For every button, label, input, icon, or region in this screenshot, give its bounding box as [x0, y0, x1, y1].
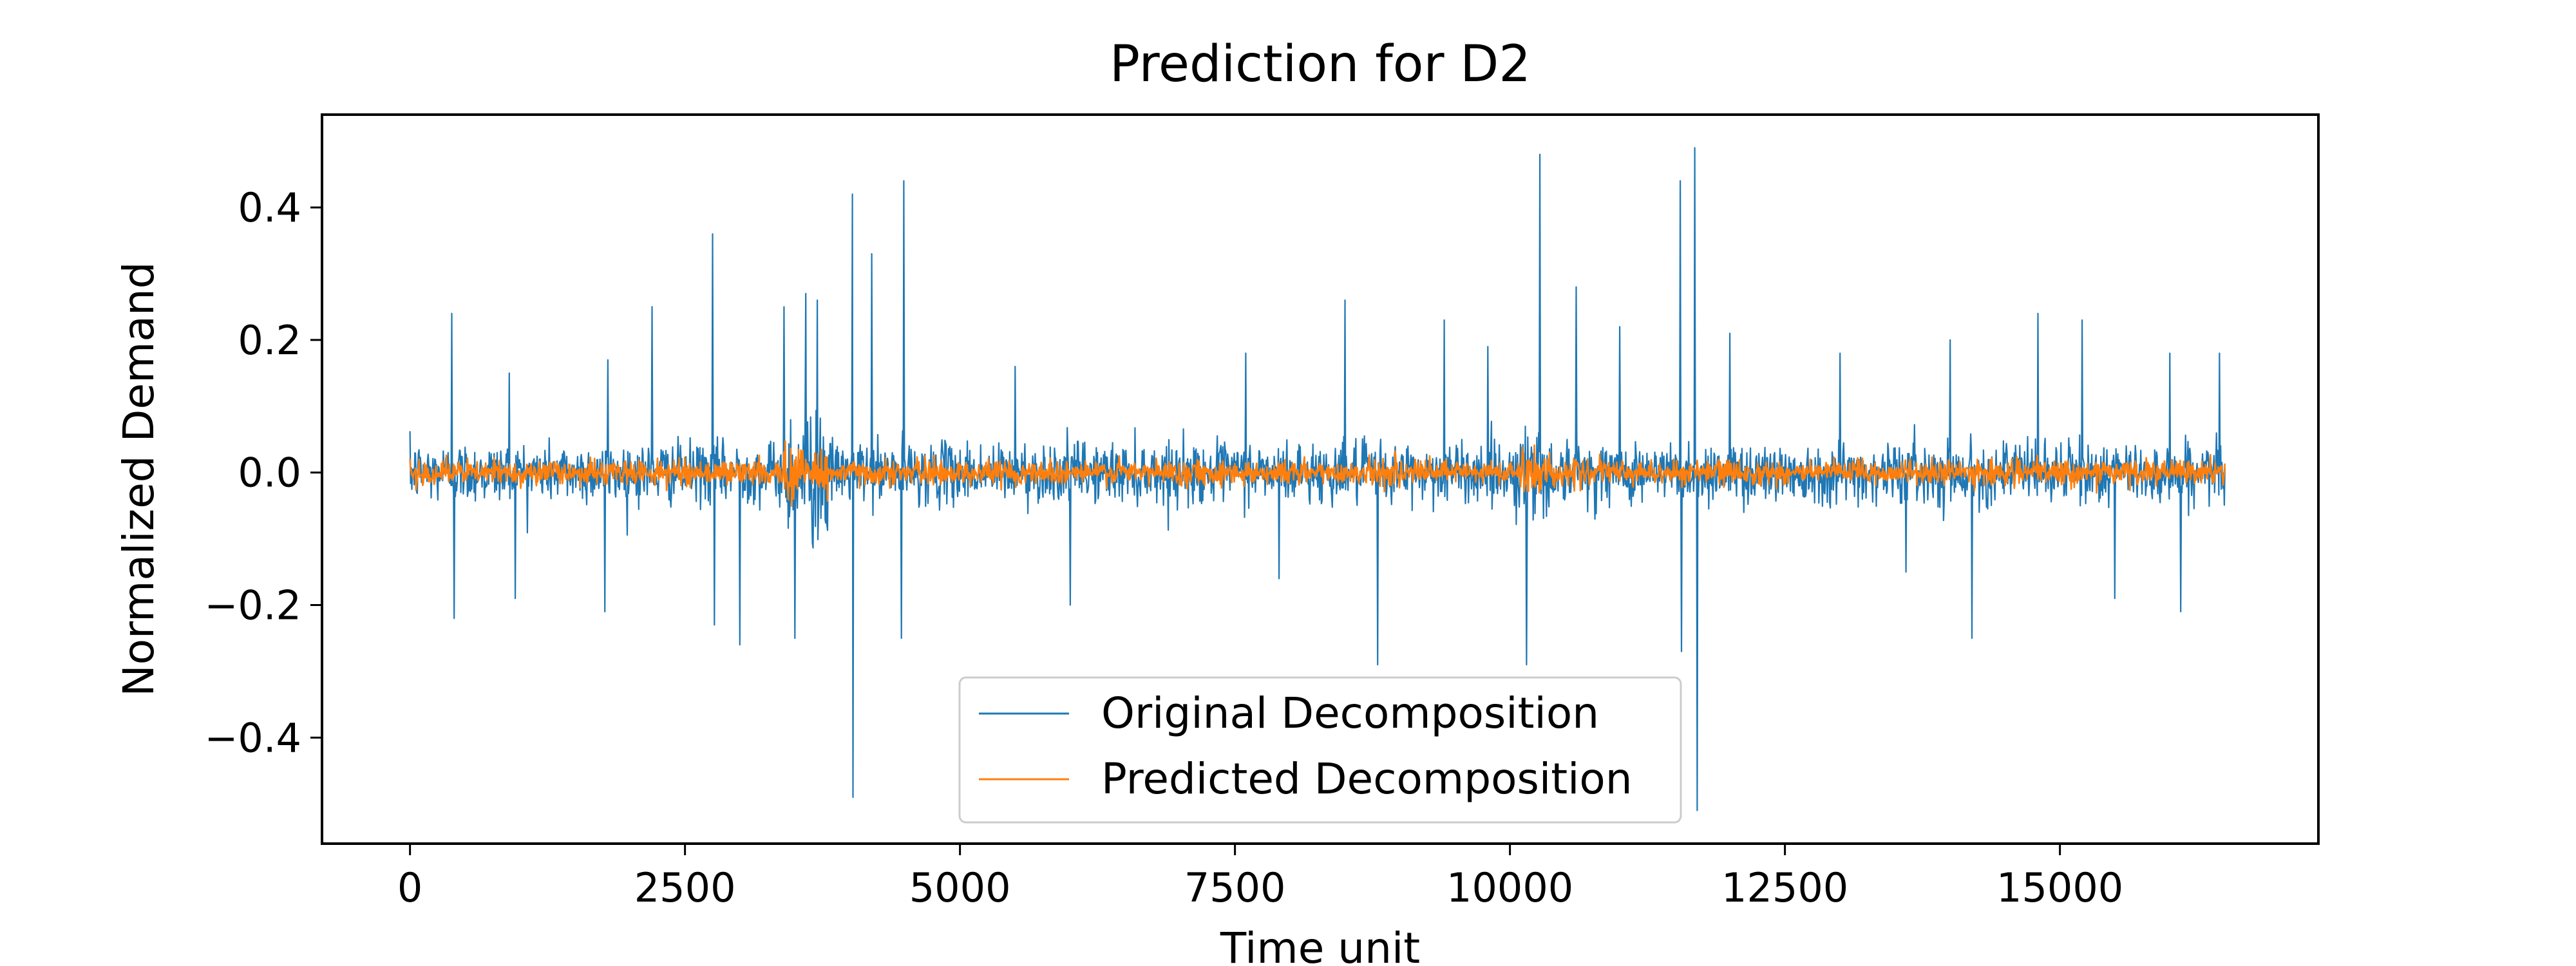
chart-title: Prediction for D2 — [1110, 35, 1531, 93]
y-axis-label: Normalized Demand — [114, 261, 164, 696]
plot-area — [409, 147, 2226, 811]
x-tick-label: 0 — [397, 864, 422, 911]
x-tick-label: 10000 — [1446, 864, 1573, 911]
y-tick-label: 0.0 — [238, 450, 301, 497]
x-axis-label: Time unit — [1220, 923, 1420, 966]
plot-frame — [321, 113, 2320, 845]
x-tick-label: 12500 — [1721, 864, 1848, 911]
y-tick-label: −0.4 — [204, 714, 301, 761]
x-tick-label: 5000 — [909, 864, 1011, 911]
x-tick-label: 7500 — [1184, 864, 1286, 911]
legend-box — [958, 676, 1682, 824]
series-line-predicted — [409, 440, 2226, 507]
x-tick-label: 2500 — [634, 864, 736, 911]
y-axis: 0.4 0.2 0.0 −0.2 −0.4 — [204, 184, 322, 761]
legend: Original Decomposition Predicted Decompo… — [958, 676, 1682, 824]
y-tick-label: 0.4 — [238, 184, 301, 231]
legend-label-original: Original Decomposition — [1101, 688, 1599, 738]
y-tick-label: 0.2 — [238, 317, 301, 364]
x-axis: 0 2500 5000 7500 10000 12500 15000 — [397, 844, 2123, 911]
y-tick-label: −0.2 — [204, 582, 301, 629]
x-tick-label: 15000 — [1996, 864, 2123, 911]
legend-label-predicted: Predicted Decomposition — [1101, 754, 1633, 804]
